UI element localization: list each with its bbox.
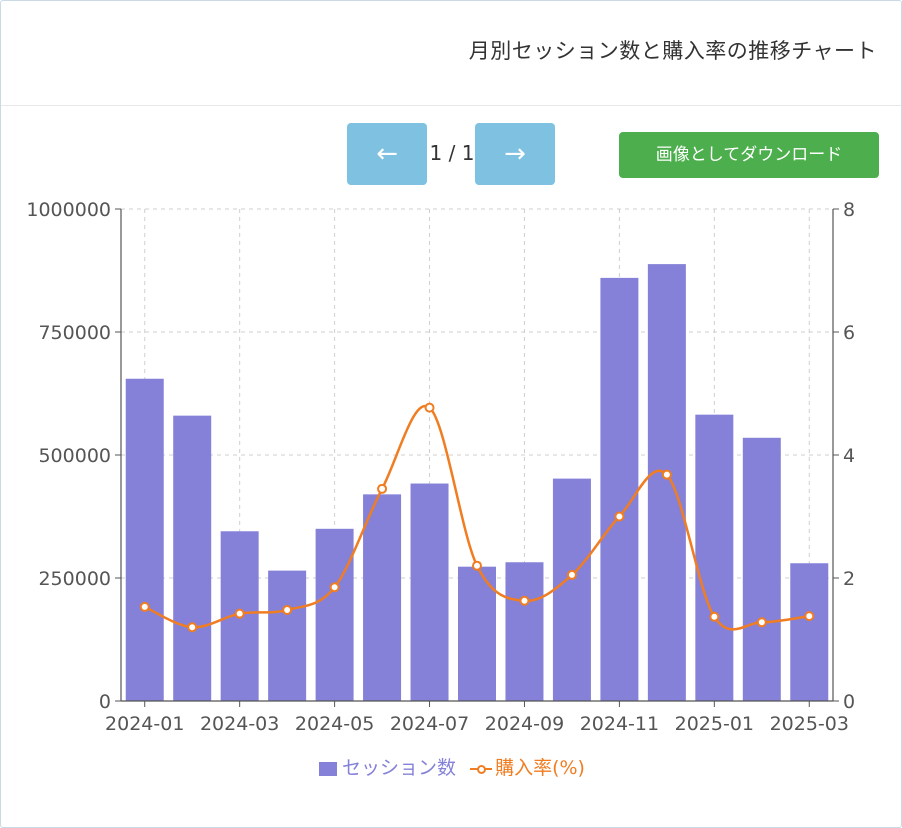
- point-purchase-rate: [187, 622, 198, 633]
- point-purchase-rate: [377, 483, 388, 494]
- point-purchase-rate: [566, 569, 577, 580]
- bar-sessions: [363, 494, 402, 701]
- bar-sessions: [600, 277, 639, 701]
- bar-sessions: [742, 437, 781, 701]
- point-purchase-rate: [614, 511, 625, 522]
- legend-item-rate[interactable]: 購入率(%): [470, 753, 585, 780]
- point-purchase-rate: [472, 560, 482, 571]
- y-left-tick-label: 1000000: [26, 199, 111, 221]
- bar-sessions: [315, 528, 354, 701]
- x-tick-label: 2024-05: [295, 713, 374, 735]
- bar-sessions: [173, 415, 212, 701]
- bar-sessions: [647, 264, 686, 701]
- y-right-tick-label: 6: [843, 322, 855, 344]
- x-tick-label: 2024-09: [485, 713, 564, 735]
- bar-sessions: [125, 378, 164, 701]
- x-tick-label: 2025-03: [770, 713, 849, 735]
- x-tick-label: 2025-01: [675, 713, 754, 735]
- point-purchase-rate: [661, 469, 672, 480]
- bar-sessions: [552, 478, 591, 701]
- page-title: 月別セッション数と購入率の推移チャート: [468, 39, 877, 63]
- y-right-tick-label: 8: [843, 199, 855, 221]
- point-purchase-rate: [424, 402, 435, 413]
- page-indicator: 1 / 1: [429, 141, 475, 165]
- prev-page-button[interactable]: ←: [347, 123, 427, 185]
- bar-sessions: [505, 562, 544, 701]
- legend: セッション数 購入率(%): [1, 753, 902, 780]
- legend-bar-swatch: [319, 761, 338, 776]
- x-tick-label: 2024-01: [105, 713, 184, 735]
- title-bar: 月別セッション数と購入率の推移チャート: [1, 1, 901, 106]
- legend-item-sessions[interactable]: セッション数: [319, 753, 456, 780]
- point-purchase-rate: [282, 604, 293, 615]
- point-purchase-rate: [329, 582, 340, 593]
- point-purchase-rate: [139, 601, 150, 612]
- y-left-tick-label: 750000: [38, 322, 111, 344]
- x-tick-label: 2024-03: [200, 713, 279, 735]
- bar-sessions: [790, 563, 829, 701]
- download-image-button[interactable]: 画像としてダウンロード: [619, 132, 879, 178]
- point-purchase-rate: [756, 617, 767, 628]
- bar-sessions: [458, 566, 496, 701]
- point-purchase-rate: [709, 611, 720, 622]
- y-right-tick-label: 0: [843, 691, 855, 713]
- y-right-tick-label: 4: [843, 445, 855, 467]
- bar-sessions: [695, 414, 734, 701]
- point-purchase-rate: [804, 611, 815, 622]
- y-left-tick-label: 500000: [38, 445, 111, 467]
- next-page-button[interactable]: →: [475, 123, 555, 185]
- legend-label-sessions: セッション数: [342, 757, 457, 779]
- bar-sessions: [268, 570, 307, 701]
- x-tick-label: 2024-11: [580, 713, 659, 735]
- point-purchase-rate: [519, 595, 530, 606]
- x-tick-label: 2024-07: [390, 713, 469, 735]
- combo-chart: 0 250000 500000 750000 1000000 0 2 4 6 8 2024-01 20…: [26, 199, 855, 735]
- y-left-tick-label: 250000: [38, 568, 111, 590]
- point-purchase-rate: [234, 608, 245, 619]
- y-left-tick-label: 0: [99, 691, 111, 713]
- bar-sessions: [410, 483, 449, 701]
- legend-label-rate: 購入率(%): [495, 757, 585, 779]
- y-right-tick-label: 2: [843, 568, 855, 590]
- legend-line-swatch: [470, 762, 493, 776]
